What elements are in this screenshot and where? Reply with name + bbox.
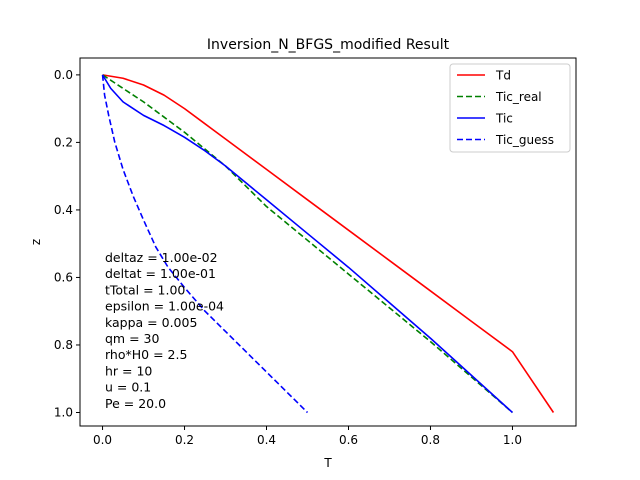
annotation-line: epsilon = 1.00e-04 <box>105 299 224 314</box>
legend: Td Tic_real Tic Tic_guess <box>449 63 571 153</box>
legend-items: Td Tic_real Tic Tic_guess <box>457 69 554 147</box>
chart-title: Inversion_N_BFGS_modified Result <box>207 37 450 53</box>
series-line-tic <box>101 74 513 414</box>
y-tick-label: 0.8 <box>54 338 73 352</box>
y-tick-label: 0.4 <box>54 203 73 217</box>
y-axis-label: z <box>29 239 43 245</box>
annotation-line: qm = 30 <box>105 331 159 346</box>
x-tick-label: 0.8 <box>421 433 440 447</box>
x-tick-label: 0.6 <box>339 433 358 447</box>
x-axis-label: T <box>323 456 332 470</box>
legend-label: Td <box>495 69 511 83</box>
annotation-line: u = 0.1 <box>105 380 151 395</box>
y-axis-ticks: 0.0 0.2 0.4 0.6 0.8 1.0 <box>54 68 80 419</box>
x-axis-ticks: 0.0 0.2 0.4 0.6 0.8 1.0 <box>93 426 522 447</box>
axes-frame <box>79 57 577 427</box>
legend-label: Tic <box>495 112 513 126</box>
x-tick-label: 1.0 <box>503 433 522 447</box>
y-tick-label: 0.6 <box>54 270 73 284</box>
legend-label: Tic_guess <box>495 133 554 147</box>
series-line-td <box>102 74 555 413</box>
legend-box <box>449 63 571 153</box>
legend-label: Tic_real <box>495 90 542 104</box>
annotation-line: kappa = 0.005 <box>105 315 197 330</box>
series-line-tic-real <box>102 74 513 414</box>
y-tick-label: 0.2 <box>54 135 73 149</box>
x-tick-label: 0.0 <box>93 433 112 447</box>
annotation-line: deltaz = 1.00e-02 <box>105 250 218 265</box>
annotation-line: deltat = 1.00e-01 <box>105 266 216 281</box>
y-tick-label: 1.0 <box>54 405 73 419</box>
x-tick-label: 0.4 <box>257 433 276 447</box>
x-tick-label: 0.2 <box>175 433 194 447</box>
annotation-line: Pe = 20.0 <box>105 396 166 411</box>
y-tick-label: 0.0 <box>54 68 73 82</box>
annotation-line: tTotal = 1.00 <box>105 282 185 297</box>
series-layer <box>101 74 555 414</box>
series-line-tic-guess <box>101 74 309 414</box>
annotation-line: rho*H0 = 2.5 <box>105 347 187 362</box>
annotation-line: hr = 10 <box>105 363 152 378</box>
